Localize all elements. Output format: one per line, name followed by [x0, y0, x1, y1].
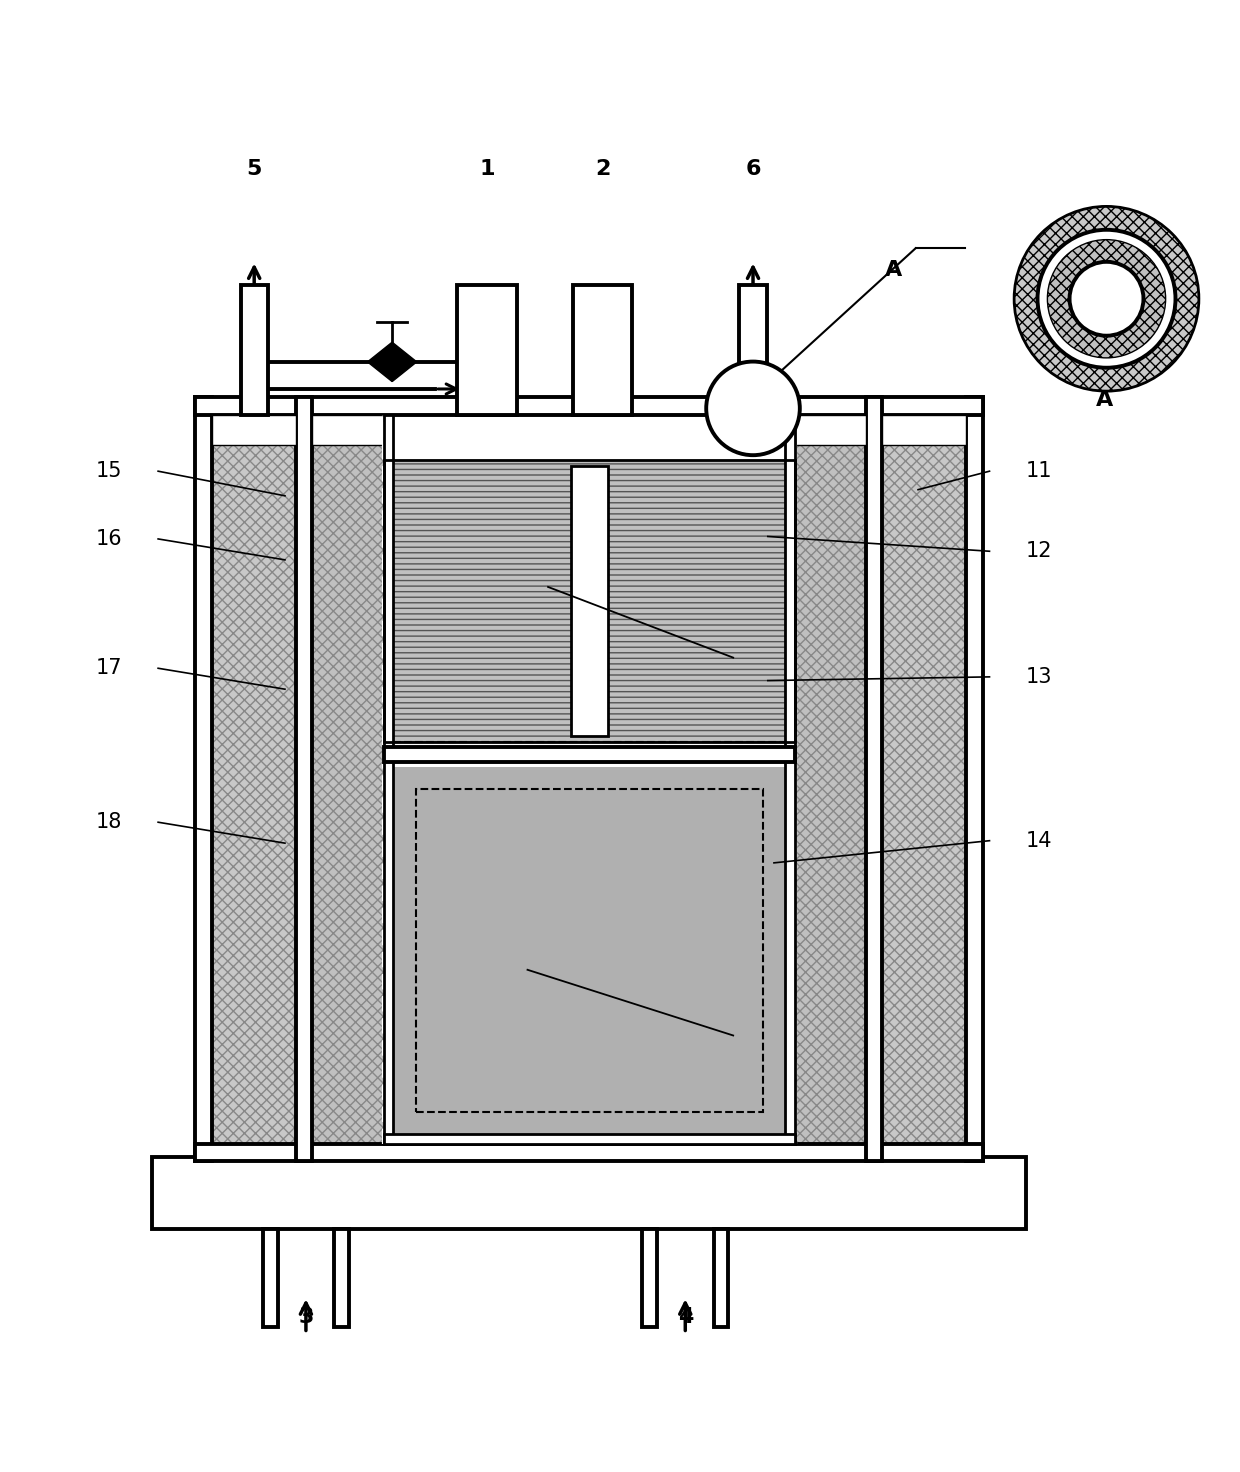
Bar [312, 446, 383, 1144]
Text: 11: 11 [1025, 461, 1052, 481]
Circle shape [1014, 206, 1199, 392]
Text: 17: 17 [95, 658, 122, 679]
Bar [642, 1229, 657, 1328]
Text: 3: 3 [299, 1307, 314, 1328]
Text: 5: 5 [247, 159, 262, 180]
Text: A: A [885, 261, 901, 281]
Bar [153, 1157, 1027, 1229]
Text: 18: 18 [95, 813, 122, 832]
Bar [883, 415, 966, 446]
Circle shape [1048, 240, 1166, 358]
Bar [393, 767, 785, 1133]
Bar [458, 286, 517, 415]
Bar [415, 789, 763, 1111]
Bar [393, 459, 785, 742]
Bar [335, 1229, 348, 1328]
Text: 4: 4 [677, 1307, 693, 1328]
Bar [867, 397, 883, 1161]
Bar [312, 415, 383, 446]
Polygon shape [392, 342, 417, 381]
Circle shape [1070, 262, 1143, 336]
Bar [383, 1133, 795, 1144]
Bar [296, 397, 312, 1161]
Bar [713, 1229, 728, 1328]
Bar [195, 397, 212, 1161]
Text: 12: 12 [1025, 542, 1052, 561]
Bar [785, 415, 795, 1144]
Bar [241, 286, 268, 415]
Text: 14: 14 [1025, 830, 1052, 851]
Text: 13: 13 [1025, 667, 1052, 687]
Bar [383, 415, 393, 1144]
Bar [195, 1144, 983, 1161]
Bar [263, 1229, 278, 1328]
Text: 1: 1 [479, 159, 495, 180]
Bar [883, 446, 966, 1144]
Text: 2: 2 [595, 159, 610, 180]
Text: A: A [1095, 390, 1112, 409]
Bar [383, 459, 795, 742]
Polygon shape [367, 342, 392, 381]
Bar [795, 446, 867, 1144]
Circle shape [1038, 230, 1176, 368]
Bar [573, 286, 632, 415]
Text: 16: 16 [95, 528, 123, 549]
Bar [739, 286, 766, 415]
Bar [195, 397, 983, 415]
Bar [966, 397, 983, 1161]
Circle shape [707, 362, 800, 455]
Bar [212, 446, 296, 1144]
Text: 15: 15 [95, 461, 122, 481]
Text: 6: 6 [745, 159, 761, 180]
Bar [383, 748, 795, 762]
Bar [795, 415, 867, 446]
Bar [212, 415, 296, 446]
Bar [570, 465, 608, 736]
